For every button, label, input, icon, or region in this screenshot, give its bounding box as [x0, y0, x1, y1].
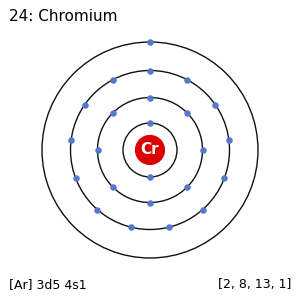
Point	[185, 185, 190, 190]
Point	[95, 148, 100, 152]
Point	[69, 138, 74, 143]
Point	[73, 176, 78, 181]
Point	[148, 121, 152, 125]
Point	[226, 138, 231, 143]
Point	[95, 207, 100, 212]
Point	[200, 148, 205, 152]
Point	[111, 77, 116, 82]
Point	[110, 185, 115, 190]
Point	[184, 77, 189, 82]
Text: Cr: Cr	[141, 142, 159, 158]
Point	[148, 40, 152, 44]
Point	[167, 225, 171, 230]
Text: 24: Chromium: 24: Chromium	[9, 9, 118, 24]
Point	[222, 176, 227, 181]
Text: [2, 8, 13, 1]: [2, 8, 13, 1]	[218, 278, 291, 291]
Circle shape	[136, 136, 164, 164]
Point	[148, 200, 152, 205]
Point	[148, 95, 152, 100]
Point	[213, 102, 218, 107]
Point	[200, 207, 205, 212]
Point	[185, 110, 190, 115]
Point	[82, 102, 87, 107]
Point	[129, 225, 134, 230]
Point	[110, 110, 115, 115]
Point	[148, 175, 152, 179]
Text: [Ar] 3d5 4s1: [Ar] 3d5 4s1	[9, 278, 87, 291]
Point	[148, 68, 152, 73]
